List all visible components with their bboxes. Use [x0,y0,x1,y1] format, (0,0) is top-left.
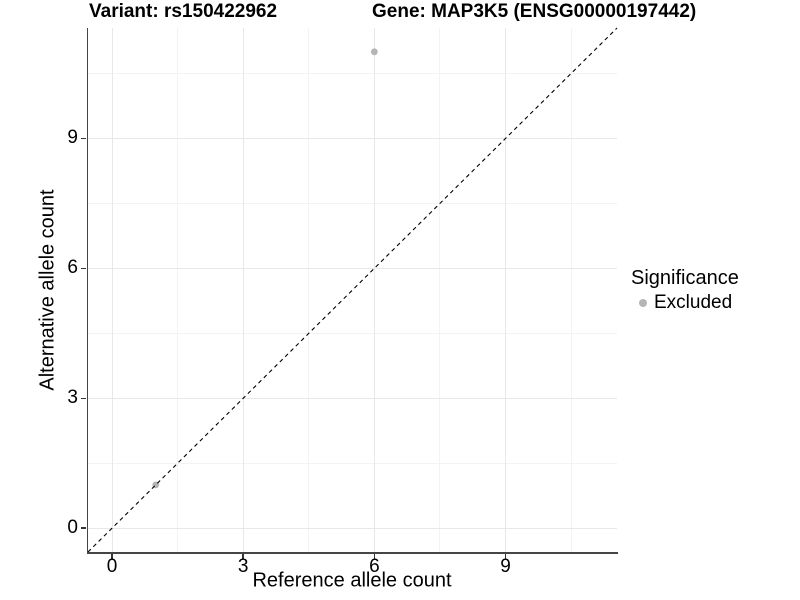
major-gridline-x [373,28,375,552]
plot-panel [87,27,618,553]
data-point-excluded [370,48,378,56]
minor-gridline-x [439,28,441,552]
legend-title: Significance [631,267,739,289]
minor-gridline-y [88,72,617,74]
y-tick-label: 3 [67,387,78,409]
x-tick-label: 6 [369,556,380,577]
major-gridline-y [88,527,617,529]
major-gridline-x [242,28,244,552]
y-tick-label: 6 [67,257,78,279]
y-axis-line [86,28,88,554]
minor-gridline-y [88,202,617,204]
y-tick-mark [81,397,86,399]
x-axis-title: Reference allele count [252,569,452,592]
x-axis-line [86,552,618,554]
minor-gridline-x [570,28,572,552]
x-tick-label: 0 [106,556,118,577]
y-axis-title: Alternative allele count [36,189,59,391]
x-tick-mark [111,553,113,559]
x-tick-mark [504,553,507,559]
y-tick-label: 9 [67,127,78,149]
major-gridline-y [88,267,617,269]
x-tick-mark [373,553,376,559]
x-tick-label: 3 [237,556,249,577]
identity-reference-line [87,27,618,553]
major-gridline-y [88,137,617,139]
legend-item-excluded: Excluded [631,291,739,315]
x-tick-mark [242,553,244,559]
minor-gridline-y [88,332,617,334]
major-gridline-x [505,28,507,552]
minor-gridline-y [88,462,617,464]
data-layer [87,27,618,553]
y-tick-mark [81,137,86,140]
legend-item-label: Excluded [654,292,733,313]
minor-gridline-x [177,28,179,552]
variant-title: Variant: rs150422962 [89,1,278,22]
major-gridline-y [88,397,617,399]
major-gridline-x [111,28,113,552]
y-tick-label: 0 [67,517,78,539]
y-tick-mark [81,267,86,270]
gene-title: Gene: MAP3K5 (ENSG00000197442) [372,1,697,22]
excluded-point-icon [639,299,647,307]
x-tick-label: 9 [500,556,511,577]
minor-gridline-x [308,28,310,552]
y-tick-mark [81,527,86,529]
legend: Significance Excluded [631,266,739,315]
